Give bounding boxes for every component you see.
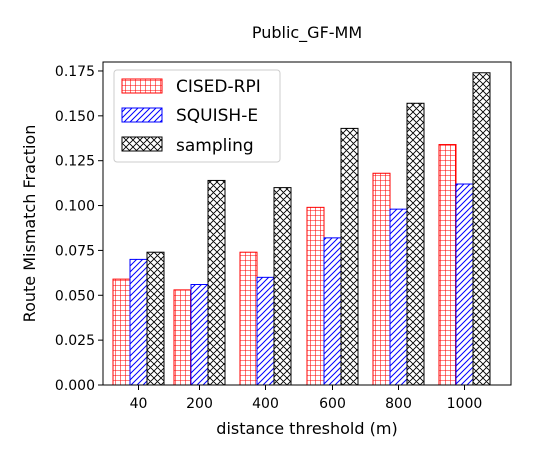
bars-layer <box>112 72 491 386</box>
y-tick-label: 0.075 <box>55 243 95 259</box>
y-tick-label: 0.000 <box>55 378 95 394</box>
x-tick-label: 40 <box>130 396 148 412</box>
bar-sampling-400 <box>273 187 292 386</box>
legend-swatch-squish-e <box>121 107 163 123</box>
x-tick-label: 400 <box>252 396 279 412</box>
bar-squish-e-1000 <box>455 183 474 386</box>
bar-cised-rpi-1000 <box>438 144 457 386</box>
bar-squish-e-800 <box>389 208 408 386</box>
legend-label-sampling: sampling <box>176 136 254 156</box>
bar-sampling-800 <box>406 102 425 386</box>
y-axis-label: Route Mismatch Fraction <box>20 125 39 323</box>
bar-sampling-1000 <box>472 72 491 386</box>
bar-cised-rpi-600 <box>306 206 325 386</box>
y-tick-label: 0.150 <box>55 109 95 125</box>
bar-squish-e-40 <box>129 258 148 386</box>
y-tick-label: 0.100 <box>55 199 95 215</box>
y-axis: 0.000 0.025 0.050 0.075 0.100 0.125 0.150 0.175 <box>55 64 103 394</box>
bar-sampling-40 <box>146 251 165 386</box>
x-tick-label: 1000 <box>447 396 483 412</box>
x-tick-label: 200 <box>186 396 213 412</box>
legend: CISED-RPI SQUISH-E sampling <box>113 69 281 163</box>
x-axis-label: distance threshold (m) <box>216 419 397 438</box>
bar-squish-e-400 <box>256 276 275 386</box>
bar-cised-rpi-40 <box>112 278 131 386</box>
chart-title: Public_GF-MM <box>252 23 362 43</box>
bar-squish-e-600 <box>323 237 342 386</box>
legend-swatch-sampling <box>121 136 163 152</box>
bar-sampling-200 <box>207 179 226 386</box>
x-axis: 40 200 400 600 800 1000 <box>130 385 483 412</box>
plot-frame <box>102 61 512 386</box>
x-tick-label: 800 <box>385 396 412 412</box>
y-tick-label: 0.175 <box>55 64 95 80</box>
bar-cised-rpi-200 <box>173 289 192 386</box>
bar-cised-rpi-400 <box>239 251 258 386</box>
legend-swatch-cised-rpi <box>121 78 163 94</box>
x-tick-label: 600 <box>319 396 346 412</box>
bar-sampling-600 <box>340 127 359 386</box>
y-tick-label: 0.125 <box>55 154 95 170</box>
legend-label-squish-e: SQUISH-E <box>176 106 258 126</box>
legend-label-cised-rpi: CISED-RPI <box>176 77 261 97</box>
y-tick-label: 0.025 <box>55 333 95 349</box>
bar-squish-e-200 <box>190 284 209 386</box>
y-tick-label: 0.050 <box>55 288 95 304</box>
bar-cised-rpi-800 <box>372 172 391 386</box>
